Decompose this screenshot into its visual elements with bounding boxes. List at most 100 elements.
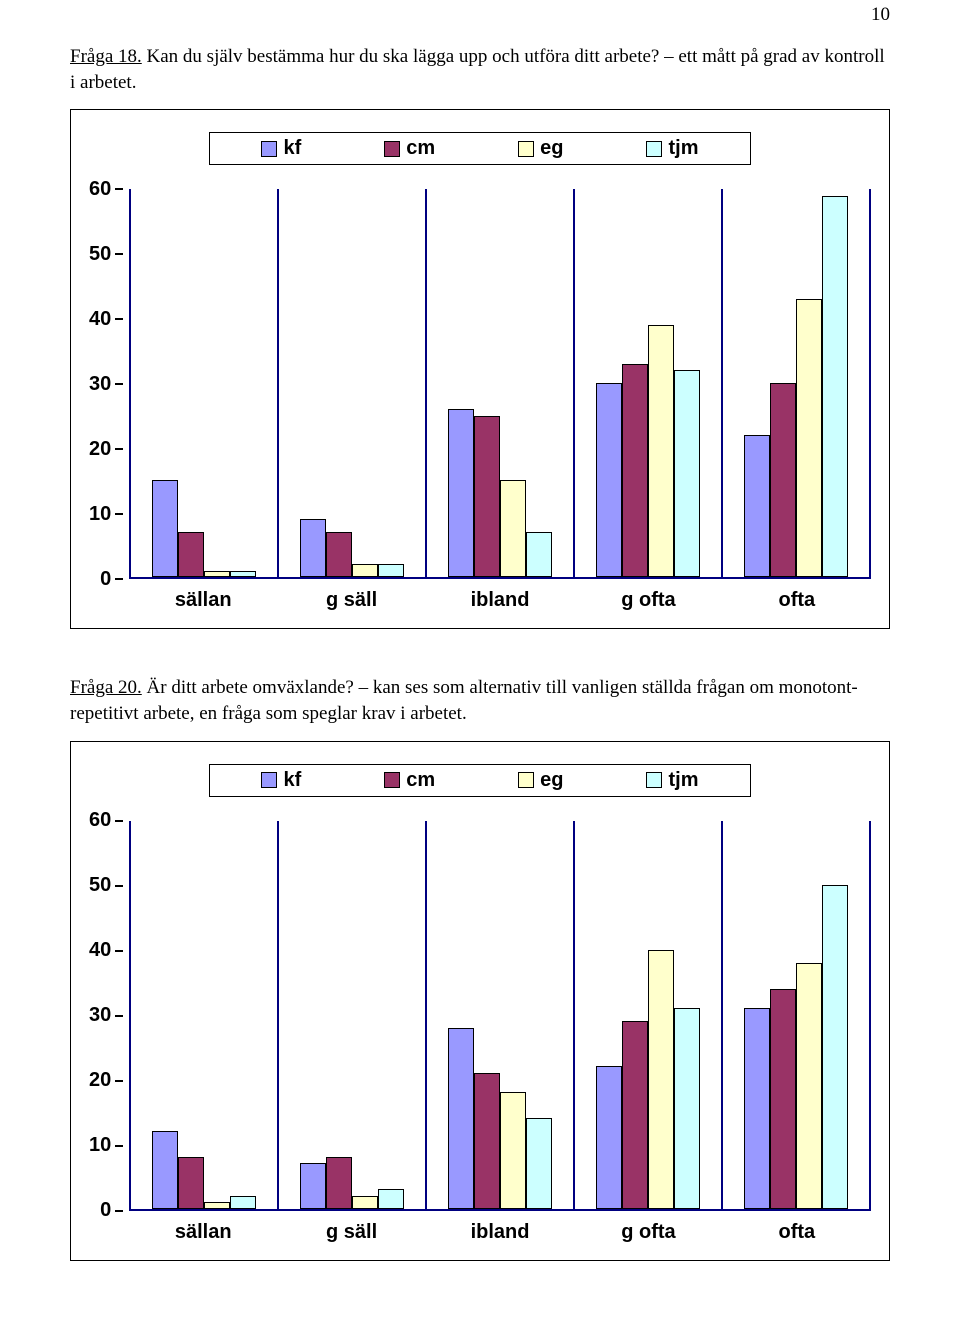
chart-2-plot (129, 821, 871, 1211)
xlabel: sällan (129, 1211, 277, 1244)
bar-eg (648, 325, 674, 577)
bar-eg (500, 1092, 526, 1208)
legend-item-cm: cm (384, 137, 435, 160)
bar-group (575, 189, 723, 577)
bar-eg (204, 1202, 230, 1208)
paragraph-1-title: Fråga 18. (70, 46, 142, 67)
bar-group (427, 189, 575, 577)
bar-cm (178, 532, 204, 577)
bar-kf (596, 383, 622, 577)
tjm-swatch (646, 772, 662, 788)
legend-item-tjm: tjm (646, 769, 698, 792)
chart-1-plot (129, 189, 871, 579)
bar-tjm (674, 1008, 700, 1208)
chart-2-xlabels: sällang sälliblandg oftaofta (129, 1211, 871, 1244)
bar-tjm (230, 1196, 256, 1209)
chart-1-groups (131, 189, 871, 577)
bar-cm (474, 416, 500, 578)
bar-tjm (230, 571, 256, 577)
bar-group (723, 189, 871, 577)
legend-label: cm (406, 137, 435, 160)
chart-1-yaxis: 6050403020100 (89, 189, 129, 579)
cm-swatch (384, 772, 400, 788)
chart-1-plot-row: 6050403020100 (89, 189, 871, 579)
xlabel: g säll (277, 579, 425, 612)
xlabel: sällan (129, 579, 277, 612)
bar-cm (178, 1157, 204, 1209)
chart-2-container: kf cm eg tjm 6050403020100 sällang sällibla… (70, 741, 890, 1261)
bar-group (279, 189, 427, 577)
bar-kf (448, 409, 474, 577)
bar-group (723, 821, 871, 1209)
legend-item-kf: kf (261, 137, 301, 160)
legend-label: tjm (668, 137, 698, 160)
paragraph-2-title: Fråga 20. (70, 677, 142, 698)
bar-group (131, 189, 279, 577)
legend-label: eg (540, 769, 563, 792)
bar-group (279, 821, 427, 1209)
chart-legend: kf cm eg tjm (209, 132, 751, 165)
tjm-swatch (646, 141, 662, 157)
legend-label: tjm (668, 769, 698, 792)
bar-tjm (526, 1118, 552, 1209)
kf-swatch (261, 772, 277, 788)
paragraph-1-body: Kan du själv bestämma hur du ska lägga u… (70, 46, 885, 93)
legend-item-eg: eg (518, 769, 563, 792)
legend-item-cm: cm (384, 769, 435, 792)
bar-eg (796, 299, 822, 577)
bar-kf (744, 1008, 770, 1208)
bar-tjm (378, 564, 404, 577)
chart-1-xlabels: sällang sälliblandg oftaofta (129, 579, 871, 612)
xlabel: g ofta (574, 579, 722, 612)
bar-tjm (822, 196, 848, 578)
bar-cm (770, 989, 796, 1209)
bar-eg (352, 1196, 378, 1209)
legend-item-eg: eg (518, 137, 563, 160)
kf-swatch (261, 141, 277, 157)
bar-kf (152, 480, 178, 577)
chart-2-xaxis: sällang sälliblandg oftaofta (89, 1211, 871, 1244)
xlabel: g ofta (574, 1211, 722, 1244)
chart-2-yaxis: 6050403020100 (89, 821, 129, 1211)
xlabel: ibland (426, 579, 574, 612)
bar-kf (596, 1066, 622, 1208)
chart-1-container: kf cm eg tjm 6050403020100 sällang sällibla… (70, 109, 890, 629)
paragraph-1: Fråga 18. Kan du själv bestämma hur du s… (70, 44, 890, 95)
xlabel: ofta (723, 579, 871, 612)
bar-cm (622, 1021, 648, 1209)
page: 10 Fråga 18. Kan du själv bestämma hur d… (0, 0, 960, 1321)
bar-cm (622, 364, 648, 577)
legend-label: kf (283, 769, 301, 792)
chart-2-groups (131, 821, 871, 1209)
bar-group (131, 821, 279, 1209)
eg-swatch (518, 141, 534, 157)
bar-eg (648, 950, 674, 1209)
xlabel: ofta (723, 1211, 871, 1244)
paragraph-2-body: Är ditt arbete omväxlande? – kan ses som… (70, 677, 858, 724)
legend-label: cm (406, 769, 435, 792)
bar-cm (326, 1157, 352, 1209)
bar-eg (352, 564, 378, 577)
bar-tjm (674, 370, 700, 577)
chart-legend: kf cm eg tjm (209, 764, 751, 797)
bar-group (427, 821, 575, 1209)
bar-cm (770, 383, 796, 577)
xlabel: g säll (277, 1211, 425, 1244)
cm-swatch (384, 141, 400, 157)
bar-kf (448, 1028, 474, 1209)
legend-item-tjm: tjm (646, 137, 698, 160)
bar-tjm (378, 1189, 404, 1208)
paragraph-2: Fråga 20. Är ditt arbete omväxlande? – k… (70, 675, 890, 726)
legend-item-kf: kf (261, 769, 301, 792)
bar-tjm (822, 885, 848, 1208)
bar-eg (796, 963, 822, 1209)
bar-kf (300, 1163, 326, 1208)
bar-kf (300, 519, 326, 577)
bar-group (575, 821, 723, 1209)
chart-1-xaxis: sällang sälliblandg oftaofta (89, 579, 871, 612)
bar-eg (204, 571, 230, 577)
bar-tjm (526, 532, 552, 577)
bar-cm (326, 532, 352, 577)
eg-swatch (518, 772, 534, 788)
bar-eg (500, 480, 526, 577)
